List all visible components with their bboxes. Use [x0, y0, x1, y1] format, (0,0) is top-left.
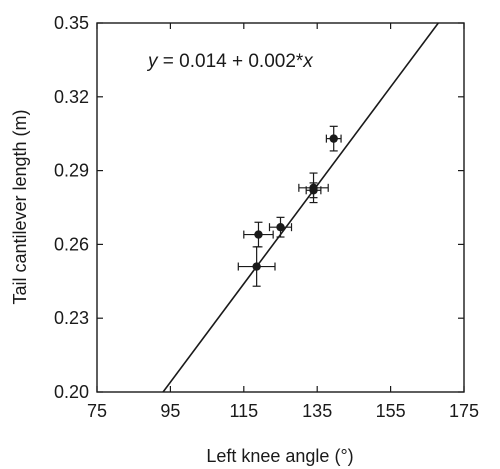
y-axis-title: Tail cantilever length (m): [10, 109, 30, 304]
data-point: [252, 262, 261, 271]
x-tick-label: 95: [160, 401, 180, 421]
x-axis-title: Left knee angle (°): [206, 446, 353, 466]
data-point-group: [237, 246, 276, 287]
y-tick-label: 0.20: [54, 382, 89, 402]
data-point-group: [325, 125, 342, 152]
y-tick-label: 0.26: [54, 234, 89, 254]
data-point-group: [298, 172, 329, 204]
equation-body: = 0.014 + 0.002*: [158, 51, 304, 72]
equation-annotation: y = 0.014 + 0.002*x: [146, 51, 314, 72]
y-tick-label: 0.35: [54, 13, 89, 33]
data-points-layer: [237, 125, 342, 287]
data-point: [329, 134, 338, 143]
x-tick-label: 115: [229, 401, 258, 421]
plot-frame: [96, 22, 465, 393]
regression-line: [162, 22, 439, 393]
x-tick-label: 135: [302, 401, 332, 421]
data-point-group: [243, 221, 274, 248]
data-point: [276, 222, 285, 232]
y-tick-label: 0.23: [54, 308, 89, 328]
ticks-layer: 75 95 115 135 155 175 0.20 0.23 0.26 0.29 0.32 0.35: [54, 13, 479, 421]
equation-var-y: y: [146, 51, 159, 72]
x-tick-label: 75: [87, 401, 107, 421]
y-tick-label: 0.32: [54, 87, 89, 107]
equation-var-x: x: [302, 51, 314, 72]
y-tick-label: 0.29: [54, 161, 89, 181]
x-tick-label: 155: [376, 401, 406, 421]
fit-line-layer: [162, 22, 439, 393]
data-point-group: [268, 216, 293, 238]
data-point: [309, 183, 318, 193]
x-tick-label: 175: [449, 401, 479, 421]
data-point: [254, 230, 263, 239]
